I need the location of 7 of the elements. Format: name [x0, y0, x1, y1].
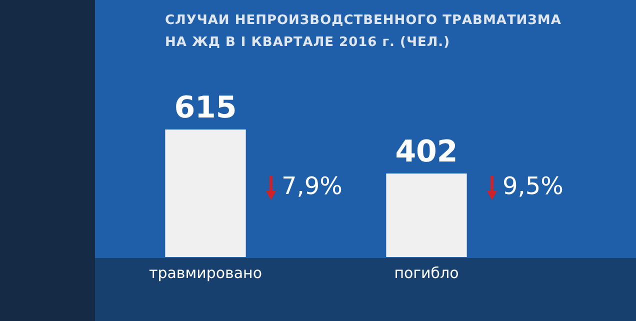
- annotation: 7,9%: [282, 172, 342, 200]
- data-label: 402: [395, 134, 458, 170]
- chart-title: СЛУЧАИ НЕПРОИЗВОДСТВЕННОГО ТРАВМАТИЗМА НА ЖД В I КВАРТАЛЕ 2016 г. (ЧЕЛ.): [165, 12, 562, 52]
- x-tick-label: погибло: [394, 264, 459, 282]
- data-label: 615: [174, 90, 237, 126]
- x-tick-label: травмировано: [148, 264, 262, 282]
- annotation: 9,5%: [502, 172, 564, 200]
